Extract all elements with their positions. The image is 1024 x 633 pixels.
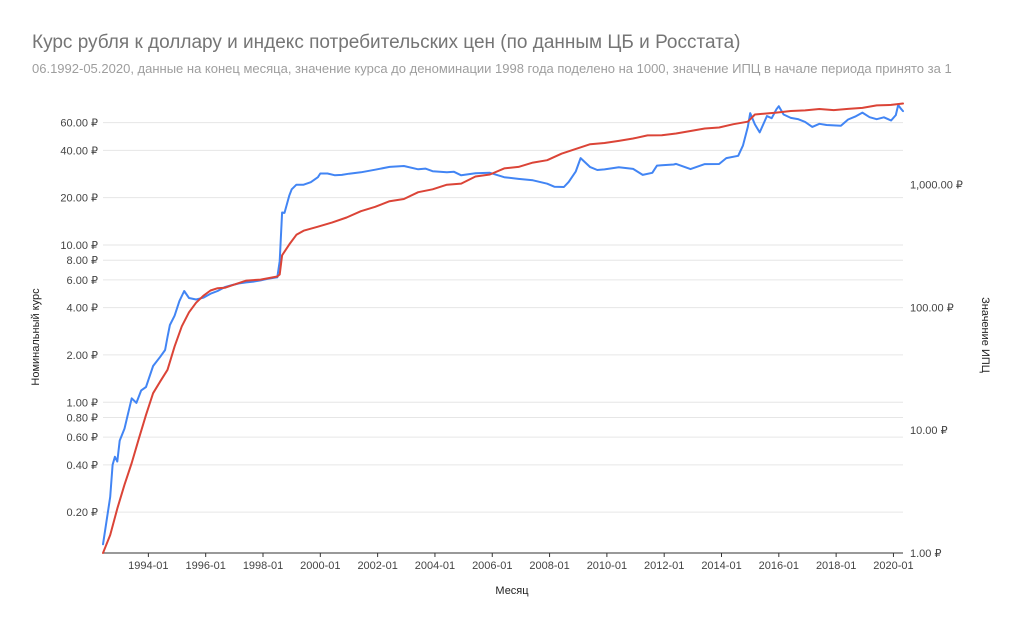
y-left-tick-label: 10.00 ₽ bbox=[60, 240, 98, 252]
y-right-tick-label: 10.00 ₽ bbox=[910, 425, 948, 437]
y-left-tick-label: 0.40 ₽ bbox=[67, 460, 98, 472]
x-tick-label: 2012-01 bbox=[644, 560, 684, 572]
y-left-tick-label: 0.80 ₽ bbox=[67, 412, 98, 424]
x-tick-label: 2018-01 bbox=[816, 560, 856, 572]
tick-labels: 0.20 ₽ 0.40 ₽ 0.60 ₽ 0.80 ₽ 1.00 ₽ 2.00 ₽ 4.00… bbox=[60, 118, 962, 572]
chart-title: Курс рубля к доллару и индекс потребител… bbox=[32, 32, 741, 53]
y-left-tick-label: 6.00 ₽ bbox=[67, 275, 98, 287]
x-tick-label: 2020-01 bbox=[873, 560, 913, 572]
x-tick-label: 2014-01 bbox=[701, 560, 741, 572]
x-tick-label: 1998-01 bbox=[243, 560, 283, 572]
x-tick-label: 2006-01 bbox=[472, 560, 512, 572]
x-tick-label: 2016-01 bbox=[759, 560, 799, 572]
cpi-series-line bbox=[102, 102, 904, 554]
series-lines bbox=[102, 102, 904, 554]
x-tick-label: 2008-01 bbox=[529, 560, 569, 572]
x-tick-label: 1996-01 bbox=[185, 560, 225, 572]
x-tick-label: 2004-01 bbox=[415, 560, 455, 572]
y-left-tick-label: 4.00 ₽ bbox=[67, 303, 98, 315]
y-left-tick-label: 0.20 ₽ bbox=[67, 507, 98, 519]
chart-subtitle: 06.1992-05.2020, данные на конец месяца,… bbox=[32, 61, 952, 76]
y-axis-left-label: Номинальный курс bbox=[30, 288, 42, 386]
y-left-tick-label: 20.00 ₽ bbox=[60, 193, 98, 205]
y-right-tick-label: 1,000.00 ₽ bbox=[910, 179, 963, 191]
x-tick-label: 2010-01 bbox=[587, 560, 627, 572]
x-tick-label: 1994-01 bbox=[128, 560, 168, 572]
x-axis-label: Месяц bbox=[495, 585, 529, 597]
y-left-tick-label: 2.00 ₽ bbox=[67, 350, 98, 362]
y-axis-right-label: Значение ИПЦ bbox=[979, 297, 991, 373]
y-right-tick-label: 100.00 ₽ bbox=[910, 302, 954, 314]
x-tick-label: 2000-01 bbox=[300, 560, 340, 572]
y-left-tick-label: 0.60 ₽ bbox=[67, 432, 98, 444]
gridlines bbox=[103, 122, 903, 557]
y-left-tick-label: 1.00 ₽ bbox=[67, 397, 98, 409]
y-left-tick-label: 8.00 ₽ bbox=[67, 255, 98, 267]
y-left-tick-label: 60.00 ₽ bbox=[60, 118, 98, 130]
y-right-tick-label: 1.00 ₽ bbox=[910, 548, 941, 560]
y-left-tick-label: 40.00 ₽ bbox=[60, 145, 98, 157]
exchange-rate-series-line bbox=[102, 104, 904, 546]
x-tick-label: 2002-01 bbox=[357, 560, 397, 572]
